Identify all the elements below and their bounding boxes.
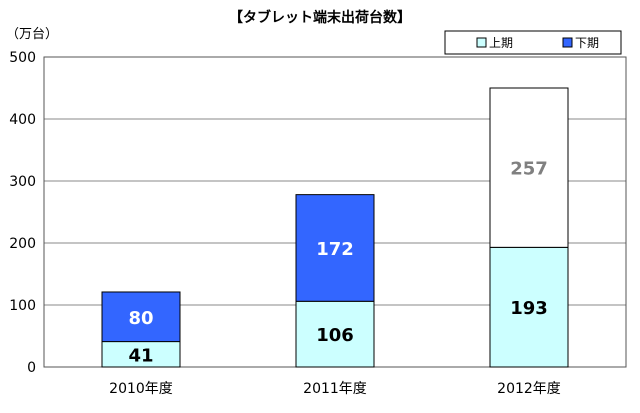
y-tick-label: 200: [9, 236, 36, 252]
x-tick-label: 2011年度: [303, 381, 367, 397]
legend-label: 下期: [575, 36, 599, 50]
legend-label: 上期: [489, 36, 513, 50]
y-tick-label: 500: [9, 50, 36, 66]
data-label: 41: [128, 345, 153, 366]
bar-segment: [101, 291, 181, 343]
legend: 上期 下期: [444, 30, 622, 55]
data-label: 193: [510, 298, 548, 319]
bar-segment: [489, 87, 569, 248]
x-tick-label: 2012年度: [497, 381, 561, 397]
x-axis-ticks: 2010年度 2011年度 2012年度: [109, 381, 561, 397]
legend-swatch: [562, 37, 573, 48]
bar-segment: [101, 341, 181, 368]
x-tick-label: 2010年度: [109, 381, 173, 397]
y-axis-ticks: 0 100 200 300 400 500: [9, 50, 36, 376]
y-tick-label: 300: [9, 174, 36, 190]
data-label: 257: [510, 159, 548, 180]
y-tick-label: 0: [27, 360, 36, 376]
bar-segment: [295, 194, 375, 302]
plot-area: 41 80 106 172 193 257: [101, 87, 569, 368]
y-axis-unit-label: （万台）: [6, 27, 58, 42]
legend-box: [444, 30, 622, 55]
data-label: 80: [128, 308, 153, 329]
data-label: 106: [316, 325, 354, 346]
y-tick-label: 400: [9, 112, 36, 128]
chart-title: 【タブレット端末出荷台数】: [229, 9, 411, 26]
y-tick-label: 100: [9, 298, 36, 314]
data-label: 172: [316, 239, 354, 260]
legend-swatch: [476, 37, 487, 48]
